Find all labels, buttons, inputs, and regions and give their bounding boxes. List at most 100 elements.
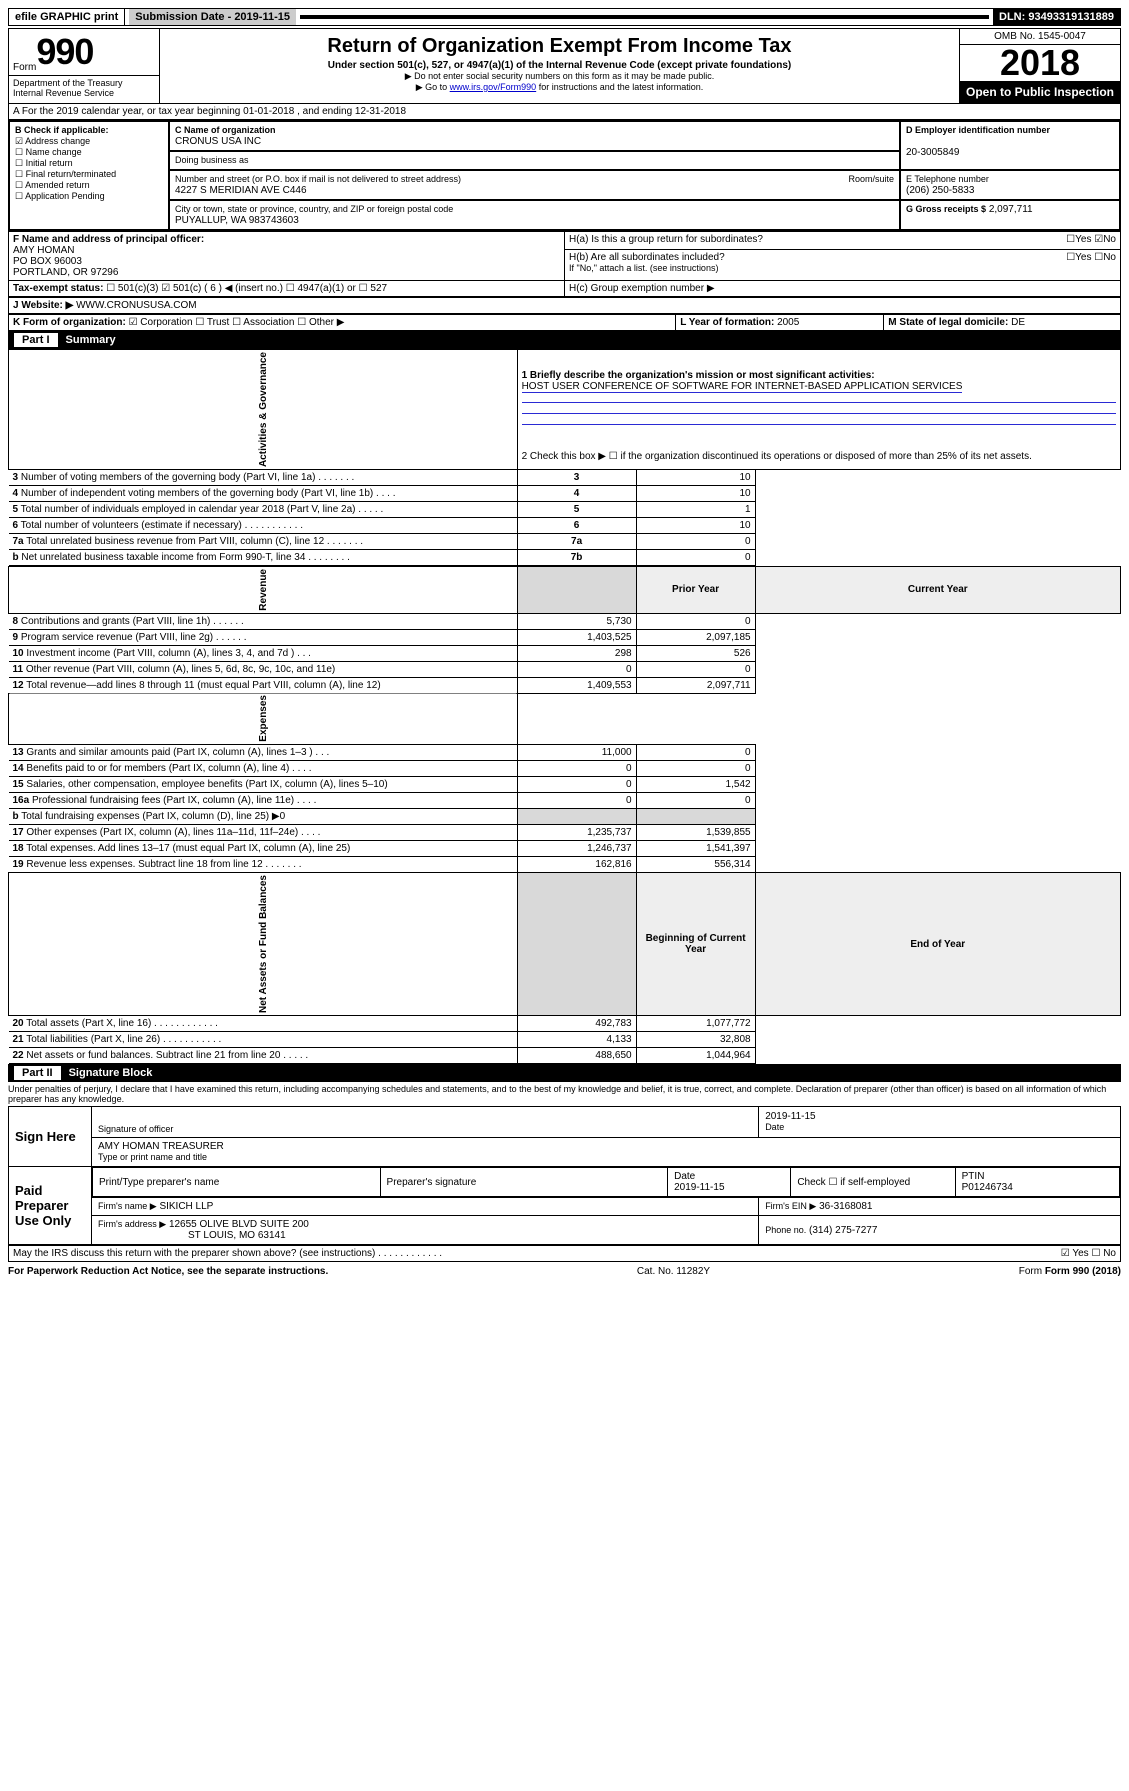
q1: 1 Briefly describe the organization's mi… [517,350,1120,445]
box-b-item[interactable]: ☐ Initial return [15,158,163,169]
form-number: Form 990 [9,29,159,75]
right-box: OMB No. 1545-0047 2018 Open to Public In… [959,28,1121,104]
taxstatus-opt[interactable]: ☐ 527 [359,283,387,294]
box-b-item[interactable]: ☐ Amended return [15,180,163,191]
subtitle: Under section 501(c), 527, or 4947(a)(1)… [164,60,955,71]
col-end: End of Year [755,873,1120,1016]
net-line: 20 Total assets (Part X, line 16) . . . … [9,1016,1121,1032]
taxstatus-opt[interactable]: ☐ 501(c)(3) [106,283,161,294]
box-k: K Form of organization: ☑ Corporation ☐ … [9,315,676,331]
c-name-label: C Name of organization [175,125,276,135]
exp-line: 14 Benefits paid to or for members (Part… [9,761,1121,777]
box-f: F Name and address of principal officer:… [9,232,565,281]
box-b-item[interactable]: ☐ Application Pending [15,191,163,202]
ha-label: H(a) Is this a group return for subordin… [569,234,763,245]
q1-label: 1 Briefly describe the organization's mi… [522,370,875,381]
signature-table: Sign Here Signature of officer 2019-11-1… [8,1106,1121,1245]
officer-addr2: PORTLAND, OR 97296 [13,267,118,278]
exp-line: 15 Salaries, other compensation, employe… [9,777,1121,793]
part1-heading: Part I [14,333,58,347]
city-value: PUYALLUP, WA 983743603 [175,215,299,226]
self-employed: Check ☐ if self-employed [791,1168,955,1197]
boxk-opt[interactable]: ☐ Association [232,317,297,328]
irs-link[interactable]: www.irs.gov/Form990 [450,82,537,92]
date-label: Date [765,1122,784,1132]
sig-date: 2019-11-15 [765,1111,815,1122]
k-label: K Form of organization: [13,317,126,328]
boxk-opt[interactable]: ☐ Other ▶ [297,317,344,328]
prep-date-cell: Date 2019-11-15 [668,1168,791,1197]
officer-name: AMY HOMAN [13,245,75,256]
box-e: E Telephone number (206) 250-5833 [900,170,1120,200]
gov-line: 6 Total number of volunteers (estimate i… [9,518,1121,534]
form-word: Form [13,62,36,73]
ha-no: No [1103,234,1116,245]
discuss-no: No [1103,1248,1116,1259]
firm-name-label: Firm's name ▶ [98,1201,157,1211]
firm-addr-label: Firm's address ▶ [98,1219,166,1229]
prep-date-label: Date [674,1171,695,1182]
ha-yes: Yes [1075,234,1091,245]
note-link: ▶ Go to www.irs.gov/Form990 for instruct… [164,82,955,93]
ptin-value: P01246734 [962,1182,1013,1193]
part1-table: Activities & Governance 1 Briefly descri… [8,349,1121,1064]
state-domicile: DE [1011,317,1025,328]
room-label: Room/suite [848,174,894,184]
tax-status: Tax-exempt status: ☐ 501(c)(3) ☑ 501(c) … [9,281,565,297]
phone-label: Phone no. [765,1225,806,1235]
info-grid: B Check if applicable: ☑ Address change☐… [8,120,1121,231]
m-label: M State of legal domicile: [888,317,1008,328]
prep-name-label: Print/Type preparer's name [93,1168,381,1197]
col-prior: Prior Year [636,567,755,614]
cat-no: Cat. No. 11282Y [637,1266,710,1277]
mission-text: HOST USER CONFERENCE OF SOFTWARE FOR INT… [522,381,963,393]
gov-line: 3 Number of voting members of the govern… [9,470,1121,486]
part2-title: Signature Block [69,1067,153,1079]
gov-line: 5 Total number of individuals employed i… [9,502,1121,518]
box-c-name: C Name of organization CRONUS USA INC [169,121,900,151]
form-ref-val: Form 990 (2018) [1045,1266,1121,1277]
box-c-addr: Number and street (or P.O. box if mail i… [169,170,900,200]
box-g: G Gross receipts $ 2,097,711 [900,200,1120,230]
note2-prefix: ▶ Go to [416,82,450,92]
firm-name-cell: Firm's name ▶ SIKICH LLP [92,1198,759,1216]
boxk-opt[interactable]: ☐ Trust [195,317,232,328]
box-c-dba: Doing business as [169,151,900,170]
g-label: G Gross receipts $ [906,204,986,214]
l-label: L Year of formation: [680,317,774,328]
spacer [300,15,989,19]
col-current: Current Year [755,567,1120,614]
form-num: 990 [36,31,93,73]
ein-value: 20-3005849 [906,147,959,158]
firm-addr-cell: Firm's address ▶ 12655 OLIVE BLVD SUITE … [92,1216,759,1245]
taxstatus-opt[interactable]: ☐ 4947(a)(1) or [286,283,359,294]
box-h-c: H(c) Group exemption number ▶ [565,281,1121,297]
dept-treasury: Department of the Treasury Internal Reve… [9,75,159,100]
taxstatus-opt[interactable]: ☑ 501(c) ( 6 ) ◀ (insert no.) [161,283,285,294]
name-title-label: Type or print name and title [98,1152,207,1162]
dba-label: Doing business as [175,155,249,165]
sig-date-cell: 2019-11-15 Date [759,1107,1121,1138]
firm-name: SIKICH LLP [159,1201,213,1212]
e-label: E Telephone number [906,174,989,184]
box-c-city: City or town, state or province, country… [169,200,900,230]
hb-label: H(b) Are all subordinates included? [569,252,725,263]
rev-vert-label: Revenue [9,567,518,614]
officer-addr1: PO BOX 96003 [13,256,82,267]
top-bar: efile GRAPHIC print Submission Date - 20… [8,8,1121,26]
submission-date-btn[interactable]: Submission Date - 2019-11-15 [129,9,296,25]
discuss-cell: May the IRS discuss this return with the… [9,1246,1121,1262]
box-b-item[interactable]: ☐ Final return/terminated [15,169,163,180]
boxk-opt[interactable]: ☑ Corporation [129,317,196,328]
gov-line: b Net unrelated business taxable income … [9,550,1121,566]
exp-line: 19 Revenue less expenses. Subtract line … [9,857,1121,873]
discuss-yes: Yes [1072,1248,1088,1259]
part2-bar: Part II Signature Block [8,1064,1121,1082]
box-b-item[interactable]: ☐ Name change [15,147,163,158]
firm-phone: (314) 275-7277 [809,1225,877,1236]
discuss-text: May the IRS discuss this return with the… [13,1248,442,1259]
exp-line: 13 Grants and similar amounts paid (Part… [9,745,1121,761]
main-title: Return of Organization Exempt From Incom… [164,35,955,58]
box-b-item[interactable]: ☑ Address change [15,136,163,147]
efile-btn[interactable]: efile GRAPHIC print [9,9,125,25]
